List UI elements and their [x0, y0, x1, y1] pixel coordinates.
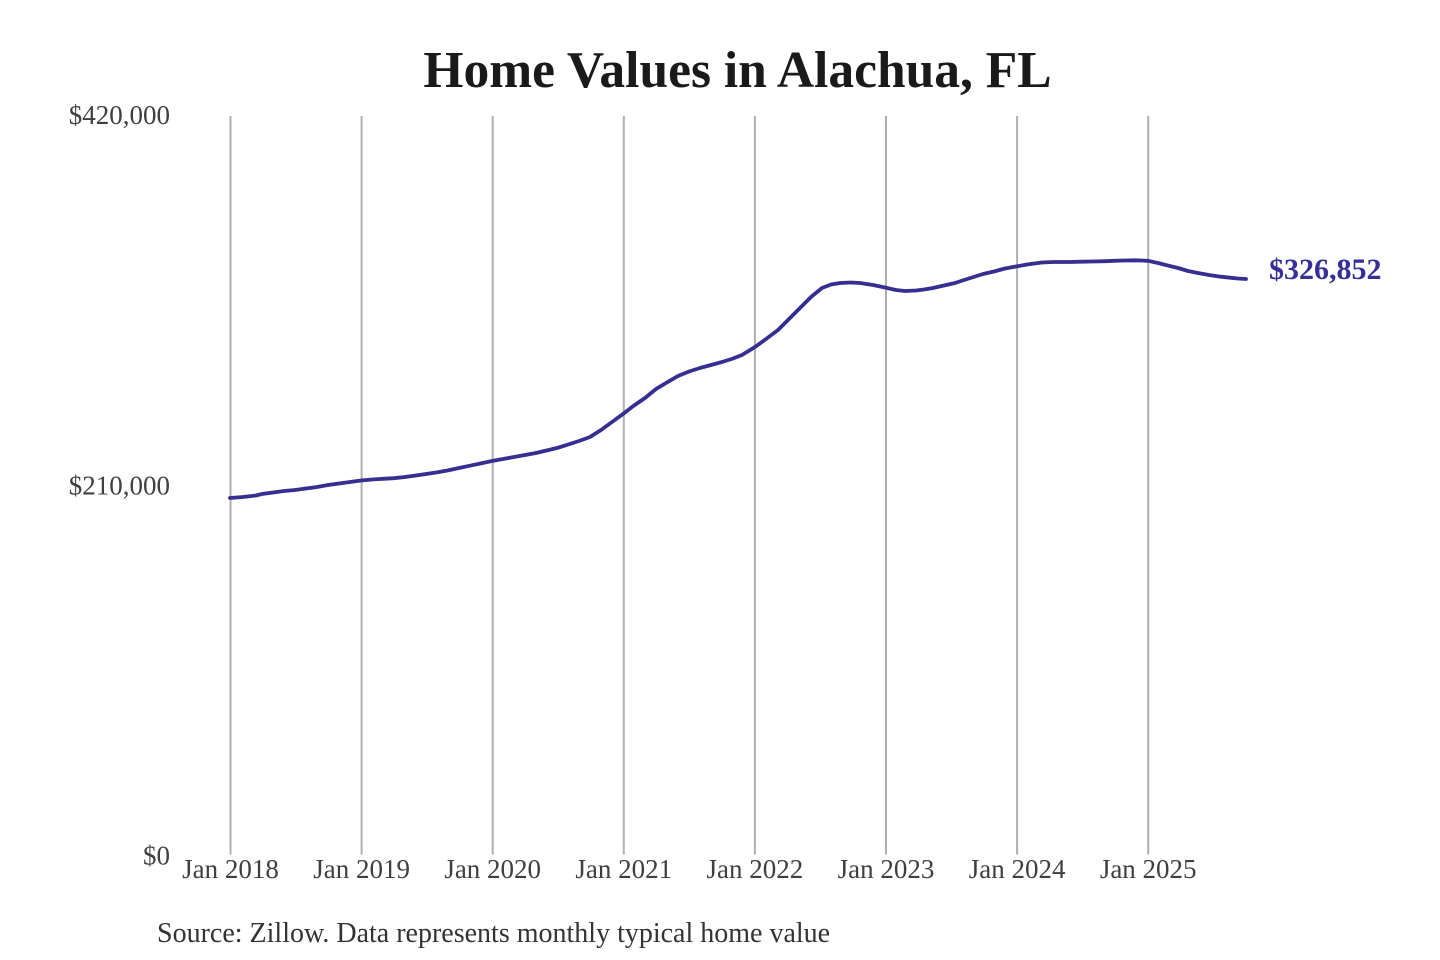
svg-text:Jan 2023: Jan 2023 [838, 854, 935, 884]
svg-text:Jan 2022: Jan 2022 [707, 854, 804, 884]
svg-text:Source: Zillow. Data represent: Source: Zillow. Data represents monthly … [157, 918, 830, 949]
svg-text:$210,000: $210,000 [69, 471, 170, 501]
svg-text:Home Values in Alachua, FL: Home Values in Alachua, FL [423, 42, 1051, 99]
svg-text:Jan 2024: Jan 2024 [969, 854, 1066, 884]
svg-text:Jan 2021: Jan 2021 [575, 854, 672, 884]
svg-text:Jan 2019: Jan 2019 [313, 854, 410, 884]
svg-text:Jan 2018: Jan 2018 [182, 854, 279, 884]
svg-text:$0: $0 [143, 841, 170, 871]
svg-text:$420,000: $420,000 [69, 100, 170, 130]
svg-text:Jan 2020: Jan 2020 [444, 854, 541, 884]
svg-text:Jan 2025: Jan 2025 [1100, 854, 1197, 884]
svg-text:$326,852: $326,852 [1269, 253, 1382, 286]
